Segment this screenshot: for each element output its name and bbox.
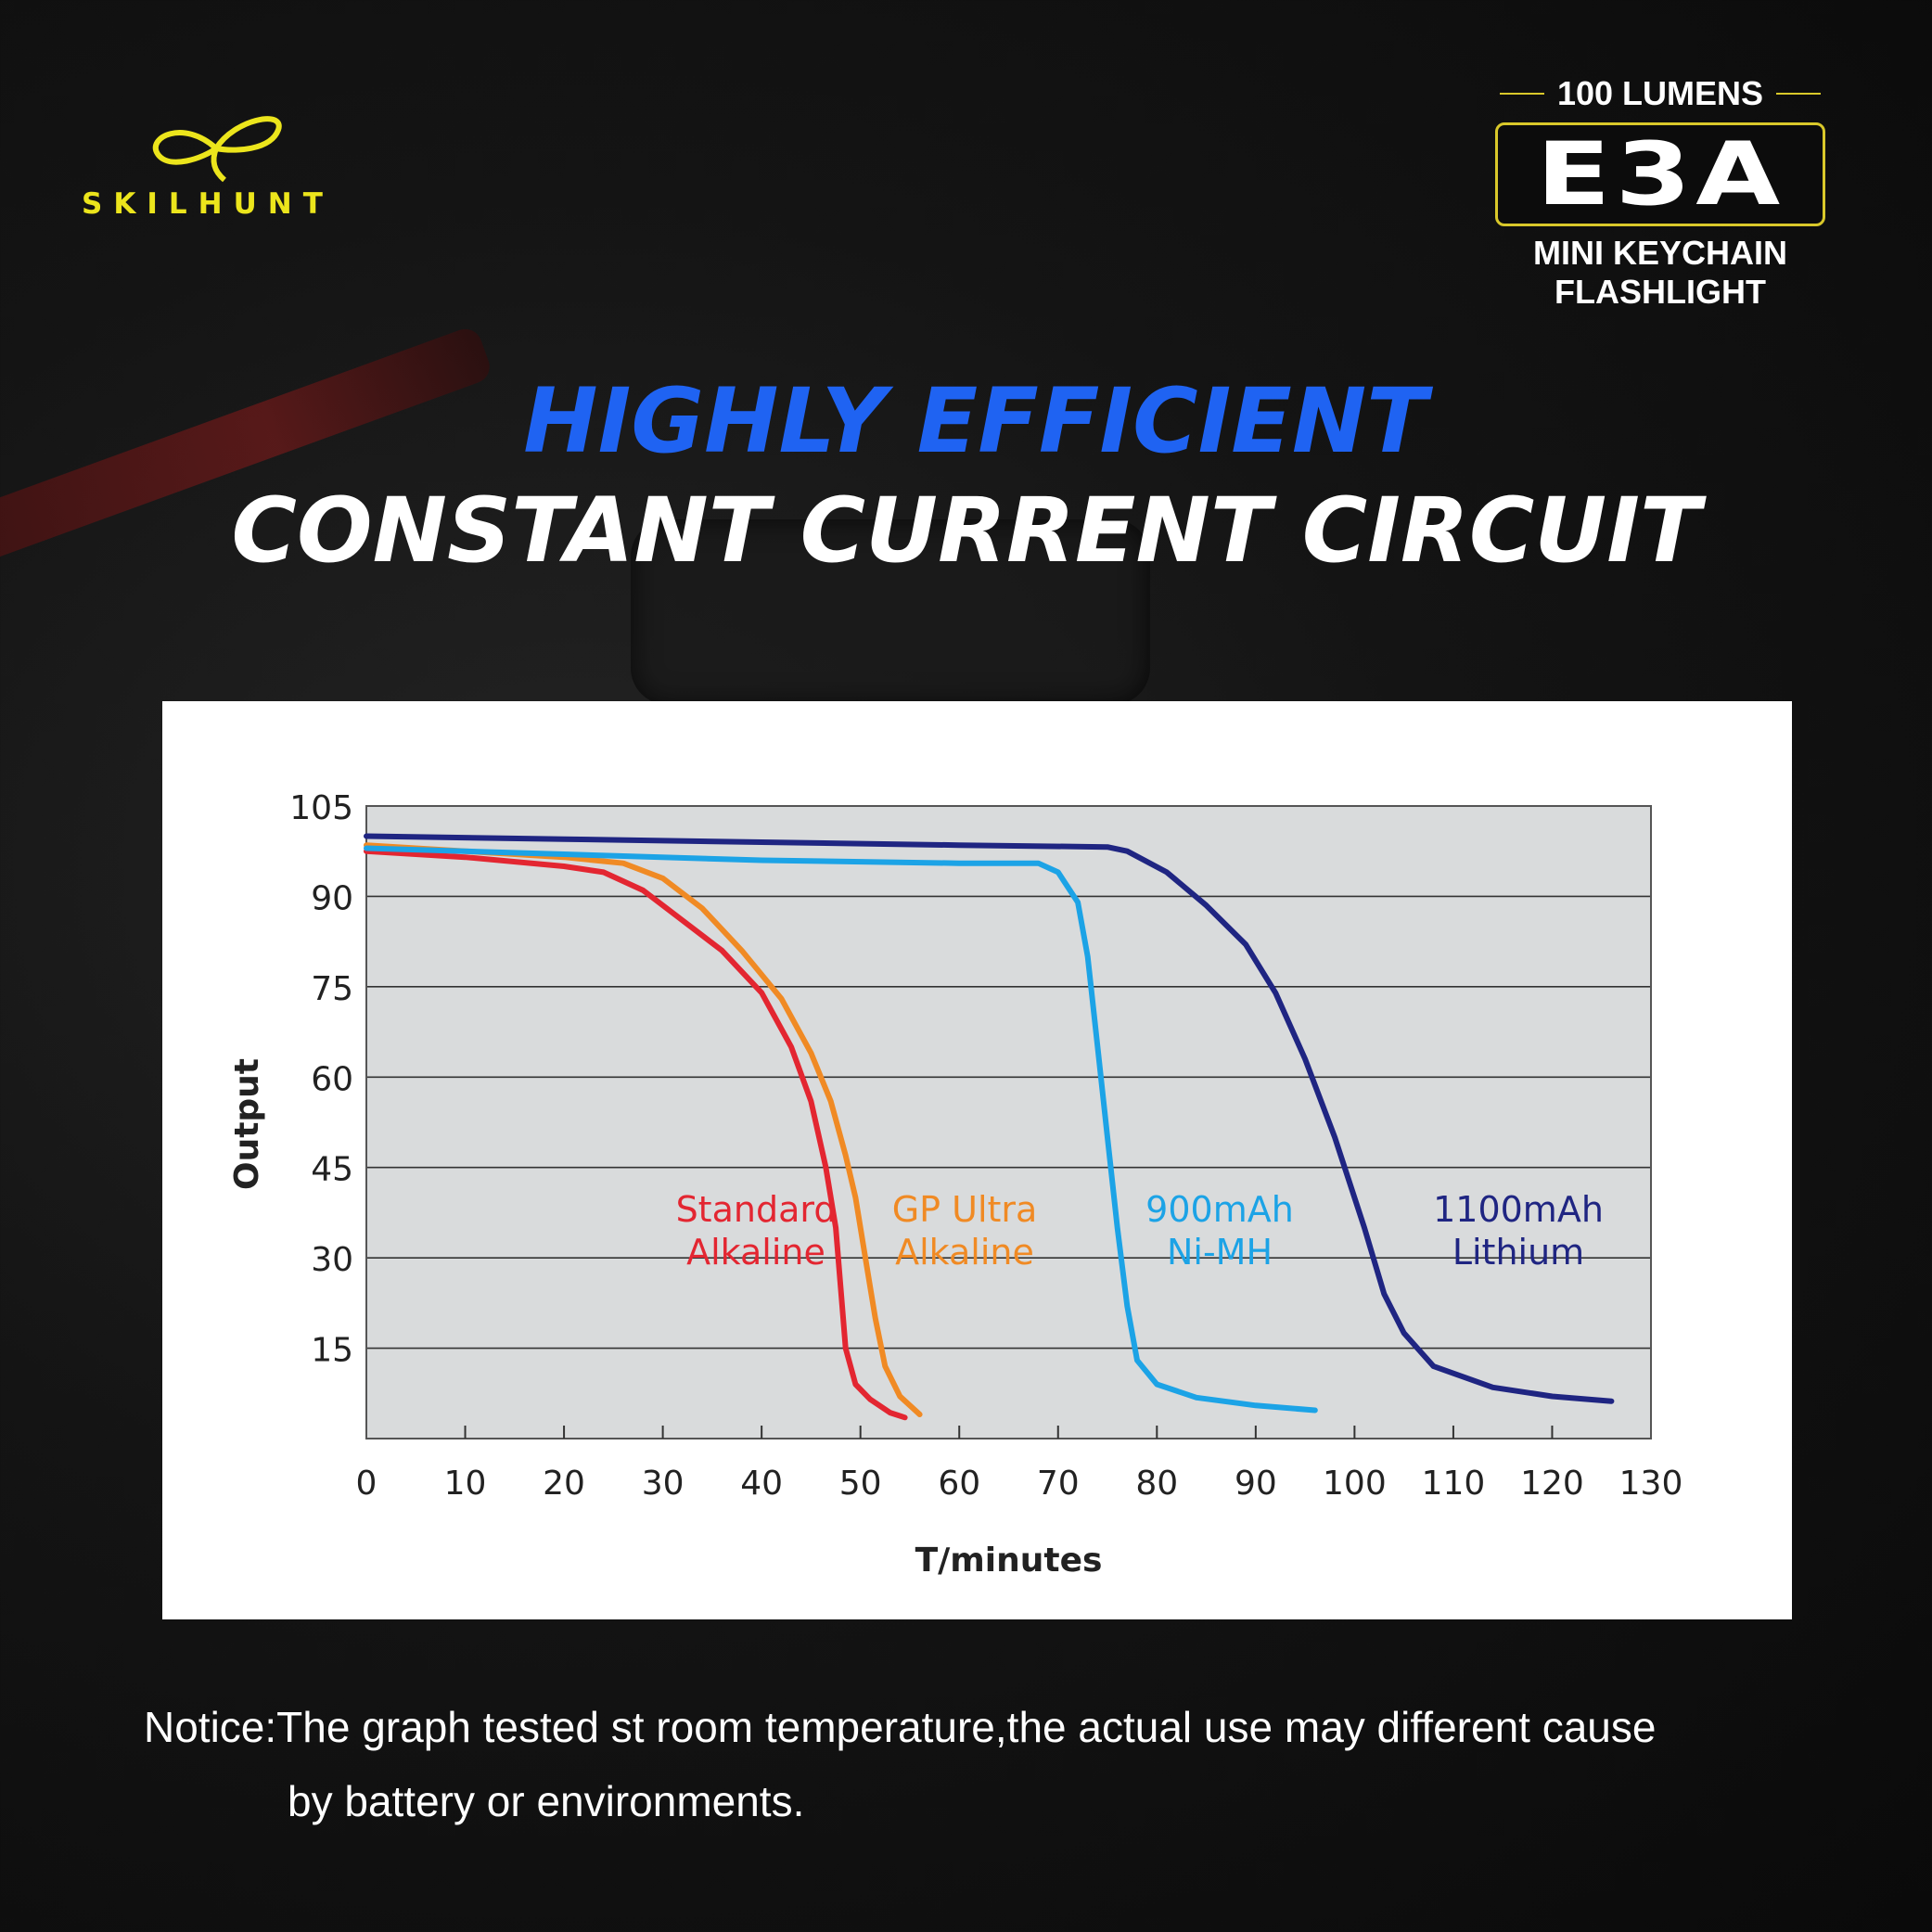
x-tick-label: 0 — [356, 1465, 377, 1503]
brand-name: SKILHUNT — [82, 187, 334, 221]
model-subtitle-line1: MINI KEYCHAIN — [1532, 234, 1787, 272]
model-subtitle: MINI KEYCHAIN FLASHLIGHT — [1493, 234, 1827, 312]
notice-line1: Notice:The graph tested st room temperat… — [144, 1703, 1657, 1751]
x-tick-label: 20 — [543, 1465, 585, 1503]
x-tick-label: 30 — [642, 1465, 685, 1503]
series-label-1: GP Ultra — [892, 1189, 1038, 1230]
model-subtitle-line2: FLASHLIGHT — [1555, 273, 1766, 311]
series-label-2: Ni-MH — [1167, 1232, 1273, 1273]
discharge-chart: 15 30 45 60 75 90 105 0 10 20 30 40 50 60 70 80 90 100 110… — [228, 789, 1683, 1580]
x-tick-label: 90 — [1235, 1465, 1277, 1503]
y-tick-label: 15 — [311, 1332, 353, 1370]
series-line-1 — [364, 842, 923, 1417]
series-label-1: Alkaline — [895, 1232, 1034, 1273]
x-tick-label: 40 — [740, 1465, 783, 1503]
chart-panel: 15 30 45 60 75 90 105 0 10 20 30 40 50 60 70 80 90 100 110… — [162, 701, 1792, 1619]
model-name: E3A — [1536, 123, 1785, 225]
plot-border — [365, 805, 1652, 1439]
y-tick-label: 60 — [311, 1060, 353, 1098]
series-line-2 — [364, 845, 1318, 1414]
y-tick-label: 45 — [311, 1151, 353, 1189]
x-tick-label: 120 — [1520, 1465, 1584, 1503]
notice-text: Notice:The graph tested st room temperat… — [144, 1690, 1813, 1838]
series-label-0: Standard — [676, 1189, 837, 1230]
model-box: E3A — [1495, 122, 1825, 226]
background-buckle — [631, 519, 1150, 705]
notice-line2: by battery or environments. — [288, 1777, 805, 1825]
x-tick-label: 80 — [1135, 1465, 1178, 1503]
x-tick-label: 70 — [1037, 1465, 1080, 1503]
series-line-0 — [364, 848, 908, 1421]
x-tick-label: 110 — [1422, 1465, 1486, 1503]
series-label-3: 1100mAh — [1433, 1189, 1604, 1230]
x-tick-label: 50 — [839, 1465, 882, 1503]
headline-line2: CONSTANT CURRENT CIRCUIT — [231, 479, 1701, 582]
lumens-rule-right — [1776, 93, 1822, 95]
y-tick-label: 105 — [289, 789, 353, 827]
x-tick-label: 100 — [1323, 1465, 1387, 1503]
plot-area — [366, 806, 1651, 1439]
x-tick-label: 10 — [444, 1465, 487, 1503]
product-badge: 100 LUMENS E3A MINI KEYCHAIN FLASHLIGHT — [1493, 74, 1827, 312]
y-tick-label: 30 — [311, 1241, 353, 1279]
lumens-rule-left — [1499, 93, 1544, 95]
lumens-label: 100 LUMENS — [1556, 74, 1764, 112]
series-label-2: 900mAh — [1145, 1189, 1294, 1230]
series-label-3: Lithium — [1452, 1232, 1584, 1273]
series-line-3 — [364, 833, 1615, 1404]
brand-logo-icon — [152, 116, 282, 183]
y-tick-label: 90 — [311, 879, 353, 917]
headline-line1: HIGHLY EFFICIENT — [523, 369, 1427, 473]
x-tick-label: 60 — [938, 1465, 980, 1503]
y-tick-label: 75 — [311, 970, 353, 1008]
brand-logo: SKILHUNT — [82, 109, 360, 221]
lumens-row: 100 LUMENS — [1493, 74, 1827, 113]
x-tick-label: 130 — [1619, 1465, 1683, 1503]
series-label-0: Alkaline — [686, 1232, 825, 1273]
y-axis-label: Output — [228, 1058, 266, 1190]
x-axis-label: T/minutes — [915, 1542, 1103, 1580]
